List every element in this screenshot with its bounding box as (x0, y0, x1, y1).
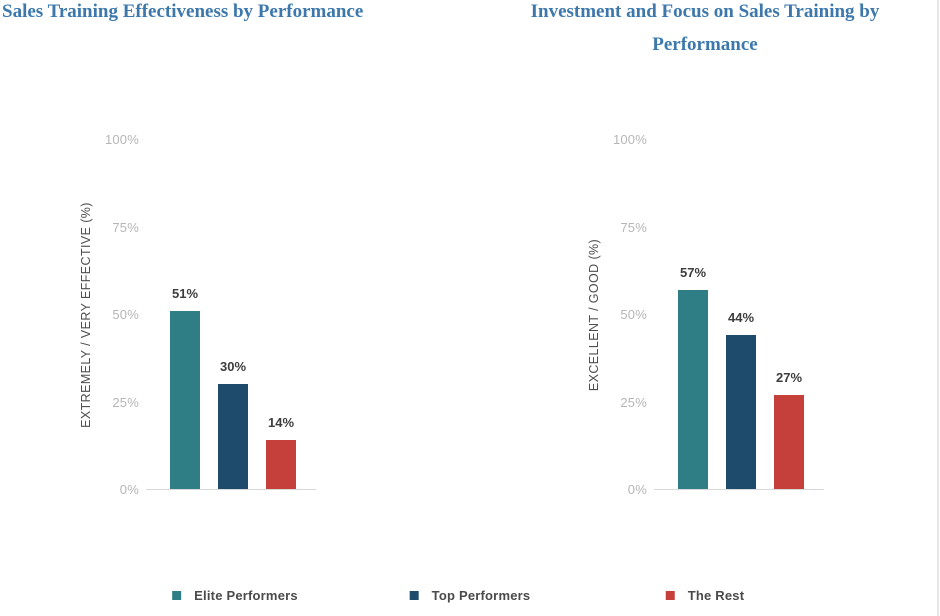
chart-title: Investment and Focus on Sales Training b… (530, 1, 880, 55)
chart-investment-and-focus: Investment and Focus on Sales Training b… (470, 0, 940, 616)
bar-value-label: 30% (219, 359, 247, 374)
y-tick-label: 0% (119, 482, 139, 497)
bar-top-performers (218, 384, 248, 489)
legend-swatch-the-rest (665, 590, 675, 600)
bar-the-rest (774, 394, 804, 489)
legend-label: The Rest (687, 587, 745, 603)
y-tick-label: 100% (612, 132, 647, 147)
y-tick-label: 0% (627, 482, 647, 497)
bar-value-label: 44% (727, 310, 755, 325)
y-tick-label: 50% (620, 307, 647, 322)
page-edge-divider (937, 0, 939, 616)
y-tick-label: 50% (112, 307, 139, 322)
y-tick-label: 25% (112, 394, 139, 410)
y-tick-label: 75% (112, 219, 139, 235)
bar-value-label: 57% (679, 264, 707, 280)
legend-item-top-performers: Top Performers (409, 586, 531, 604)
bar-value-label: 51% (171, 285, 199, 301)
legend-label: Elite Performers (194, 587, 298, 603)
bar-value-label: 14% (267, 415, 295, 430)
legend-swatch-elite-performers (172, 590, 182, 600)
legend-label: Top Performers (431, 587, 531, 603)
y-tick-label: 25% (620, 394, 647, 410)
y-tick-label: 100% (104, 132, 139, 147)
bar-value-label: 27% (775, 369, 803, 385)
legend-item-elite-performers: Elite Performers (172, 586, 298, 604)
plot-area: EXTREMELY / VERY EFFECTIVE (%) 0% 25% 50% 7… (79, 132, 316, 497)
legend: Elite Performers Top Performers The Rest (0, 586, 940, 604)
legend-swatch-top-performers (409, 590, 419, 600)
bar-elite-performers (170, 310, 200, 489)
bar-elite-performers (678, 289, 708, 489)
y-tick-label: 75% (620, 219, 647, 235)
legend-item-the-rest: The Rest (665, 586, 745, 604)
chart-title: Sales Training Effectiveness by Performa… (2, 1, 364, 22)
chart-sales-training-effectiveness: Sales Training Effectiveness by Performa… (2, 1, 364, 497)
bar-top-performers (726, 335, 756, 489)
bar-the-rest (266, 440, 296, 489)
x-axis-line (654, 489, 824, 490)
plot-area: EXCELLENT / GOOD (%) 0% 25% 50% 75% 100% 57% 4… (587, 132, 824, 497)
x-axis-line (146, 489, 316, 490)
